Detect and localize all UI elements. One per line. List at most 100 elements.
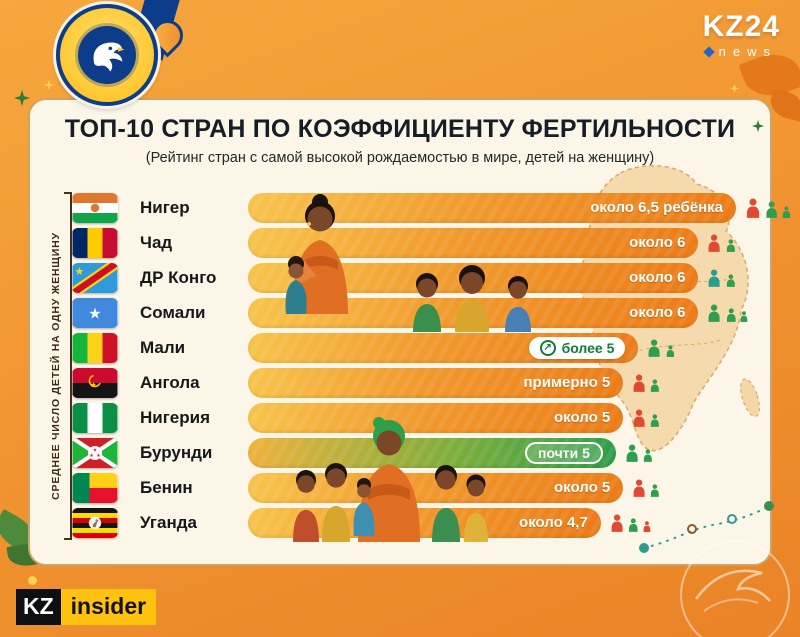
flag-burundi-icon: ★ ★ ★ (72, 437, 118, 468)
family-icons (631, 374, 661, 392)
person-icon (726, 273, 735, 287)
trend-up-icon: ↗ (539, 339, 556, 356)
family-icons (744, 198, 792, 218)
country-name: Нигерия (140, 407, 211, 427)
country-row-somalia: ★ Сомали около 6 (72, 295, 748, 330)
bar-track: почти 5 (248, 437, 736, 468)
person-icon (726, 307, 736, 322)
fertility-bar: около 4,7 (248, 507, 601, 538)
value-label: около 6 (629, 234, 686, 251)
value-label: около 6 (629, 269, 686, 286)
family-icons (646, 339, 675, 357)
flag-niger-icon (72, 192, 118, 223)
person-icon (651, 413, 660, 427)
dot-icon (28, 576, 37, 585)
kz24-news-logo: KZ24 news (703, 10, 780, 59)
eagle-emblem (78, 26, 136, 84)
person-icon (633, 409, 645, 427)
leaf-icon (767, 88, 800, 122)
flag-chad-icon (72, 227, 118, 258)
bar-track: ↗ более 5 (248, 332, 736, 363)
family-icons (706, 304, 749, 322)
page-title: ТОП-10 СТРАН ПО КОЭФФИЦИЕНТУ ФЕРТИЛЬНОСТ… (64, 115, 736, 143)
country-row-niger: Нигер около 6,5 ребёнка (72, 190, 791, 225)
person-icon (629, 517, 638, 532)
bar-track: примерно 5 (248, 367, 736, 398)
bar-track: около 6 (248, 227, 736, 258)
svg-text:★: ★ (90, 381, 96, 389)
family-icons (609, 514, 652, 532)
country-name: Уганда (140, 512, 197, 532)
person-icon (643, 448, 652, 462)
flag-mali-icon (72, 332, 118, 363)
person-icon (709, 269, 721, 287)
country-name: Ангола (140, 372, 200, 392)
kzinsider-kz: KZ (16, 589, 61, 625)
fertility-bar: ↗ более 5 (248, 332, 639, 363)
kz24-news-label: news (718, 44, 777, 59)
flag-angola-icon: ★ (72, 367, 118, 398)
country-row-nigeria: Нигерия около 5 (72, 400, 736, 435)
news-logo-badge (56, 4, 158, 106)
value-label: около 5 (554, 479, 611, 496)
svg-text:★: ★ (89, 453, 94, 459)
fertility-bar: около 5 (248, 402, 624, 433)
svg-text:★: ★ (93, 447, 98, 453)
y-axis-bracket: СРЕДНЕЕ ЧИСЛО ДЕТЕЙ НА ОДНУ ЖЕНЩИНУ (42, 192, 72, 540)
sparkle-icon (730, 84, 739, 93)
value-label: около 6,5 ребёнка (590, 199, 723, 216)
dotted-route-decoration (639, 501, 774, 553)
kzinsider-insider: insider (60, 589, 157, 625)
country-name: Бенин (140, 477, 193, 497)
country-row-dr-congo: ★ ДР Конго около 6 (72, 260, 736, 295)
country-rows: Нигер около 6,5 ребёнка Чад около 6 ★ ДР Конг… (72, 190, 791, 540)
family-icons (706, 269, 736, 287)
value-label: около 6 (629, 304, 686, 321)
fertility-bar: около 6 (248, 262, 699, 293)
eagle-icon (93, 42, 125, 72)
flag-somalia-icon: ★ (72, 297, 118, 328)
country-row-mali: Мали ↗ более 5 (72, 330, 736, 365)
family-icons (624, 444, 654, 462)
value-label: около 4,7 (519, 514, 588, 531)
country-name: Нигер (140, 197, 190, 217)
value-label: примерно 5 (523, 374, 611, 391)
fertility-bar: около 6,5 ребёнка (248, 192, 736, 223)
fertility-bar: примерно 5 (248, 367, 624, 398)
country-row-chad: Чад около 6 (72, 225, 736, 260)
person-icon (651, 378, 660, 392)
person-icon (633, 374, 645, 392)
value-pill: почти 5 (525, 441, 603, 464)
fertility-bar: около 6 (248, 227, 699, 258)
svg-text:★: ★ (88, 305, 101, 322)
country-name: ДР Конго (140, 267, 217, 287)
flag-uganda-icon (72, 507, 118, 538)
page-subtitle: (Рейтинг стран с самой высокой рождаемос… (145, 150, 655, 166)
svg-text:★: ★ (75, 266, 85, 278)
sparkle-icon (14, 90, 30, 106)
country-row-burundi: ★ ★ ★ Бурунди почти 5 (72, 435, 736, 470)
country-name: Сомали (140, 302, 206, 322)
person-icon (651, 483, 660, 497)
person-icon (626, 444, 638, 462)
country-name: Чад (140, 232, 173, 252)
bar-track: около 5 (248, 402, 736, 433)
svg-text:★: ★ (96, 453, 101, 459)
value-label: около 5 (554, 409, 611, 426)
bar-track: около 6 (248, 297, 748, 328)
flag-nigeria-icon (72, 402, 118, 433)
person-icon (783, 205, 791, 218)
family-icons (631, 409, 661, 427)
sparkle-icon (44, 80, 54, 90)
diamond-icon (702, 45, 715, 58)
country-name: Мали (140, 337, 186, 357)
y-axis-label: СРЕДНЕЕ ЧИСЛО ДЕТЕЙ НА ОДНУ ЖЕНЩИНУ (50, 232, 62, 500)
fertility-bar: почти 5 (248, 437, 616, 468)
fertility-bar: около 5 (248, 472, 624, 503)
flag-dr-congo-icon: ★ (72, 262, 118, 293)
fertility-bar: около 6 (248, 297, 699, 328)
flag-benin-icon (72, 472, 118, 503)
person-icon (766, 200, 777, 218)
kz24-wordmark: KZ24 (702, 10, 780, 43)
